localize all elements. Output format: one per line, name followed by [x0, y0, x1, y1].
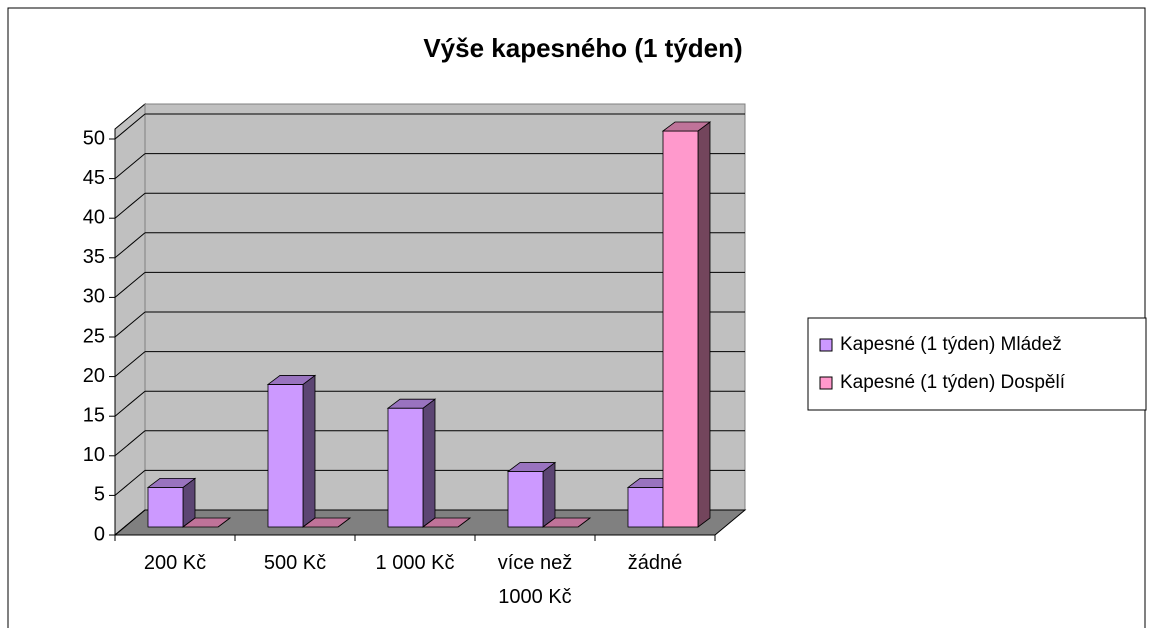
y-tick-label: 45 — [83, 167, 105, 189]
bar-side — [422, 398, 436, 528]
grid-line — [114, 351, 146, 377]
legend-label: Kapesné (1 týden) Dospělí — [840, 372, 1066, 393]
x-tick-label: žádné — [627, 552, 683, 574]
bar-top — [146, 477, 197, 488]
x-tick-label: 200 Kč — [143, 552, 207, 574]
bar-top — [266, 375, 317, 385]
y-tick-label: 40 — [83, 206, 105, 228]
side-wall — [114, 102, 146, 537]
bar-top — [181, 517, 232, 528]
back-wall — [144, 103, 746, 511]
grid-line — [114, 272, 146, 298]
legend-label: Kapesné (1 týden) Mládež — [840, 334, 1062, 355]
bar-top — [421, 517, 472, 528]
y-tick-label: 35 — [83, 246, 105, 268]
y-tick-label: 10 — [83, 444, 105, 466]
chart-title: Výše kapesného (1 týden) — [423, 33, 742, 63]
grid-line — [114, 153, 146, 179]
legend-swatch — [819, 338, 833, 352]
y-tick-label: 20 — [83, 365, 105, 387]
y-tick-label: 15 — [83, 404, 105, 426]
grid-line — [114, 509, 146, 536]
grid-line — [114, 430, 146, 457]
bar-top — [386, 398, 437, 409]
bar-side — [542, 461, 556, 528]
x-tick-label: 1 000 Kč — [375, 552, 455, 574]
grid-line — [114, 113, 146, 140]
legend-swatch — [819, 376, 833, 390]
y-tick-label: 5 — [94, 484, 105, 506]
x-tick-label: 500 Kč — [263, 552, 327, 574]
bar-side — [302, 374, 316, 528]
bar — [387, 407, 424, 528]
y-tick-label: 25 — [83, 325, 105, 347]
bar-side — [697, 121, 711, 528]
bar-top — [301, 517, 352, 528]
grid-line — [114, 311, 146, 338]
bar — [147, 486, 184, 528]
grid-line — [114, 232, 146, 259]
bar — [662, 130, 699, 528]
bar — [507, 471, 544, 528]
y-tick-label: 30 — [83, 286, 105, 308]
bar-top — [506, 462, 557, 472]
bar-top — [541, 517, 592, 528]
bar — [627, 486, 664, 528]
x-tick-label: více než 1000 Kč — [497, 552, 573, 608]
grid-line — [114, 390, 146, 417]
bar-top — [661, 121, 712, 132]
y-tick-label: 50 — [83, 127, 105, 149]
legend-box — [807, 317, 1147, 411]
grid-line — [114, 470, 146, 496]
bar — [267, 384, 304, 528]
grid-line — [114, 192, 146, 219]
y-tick-label: 0 — [94, 523, 105, 545]
